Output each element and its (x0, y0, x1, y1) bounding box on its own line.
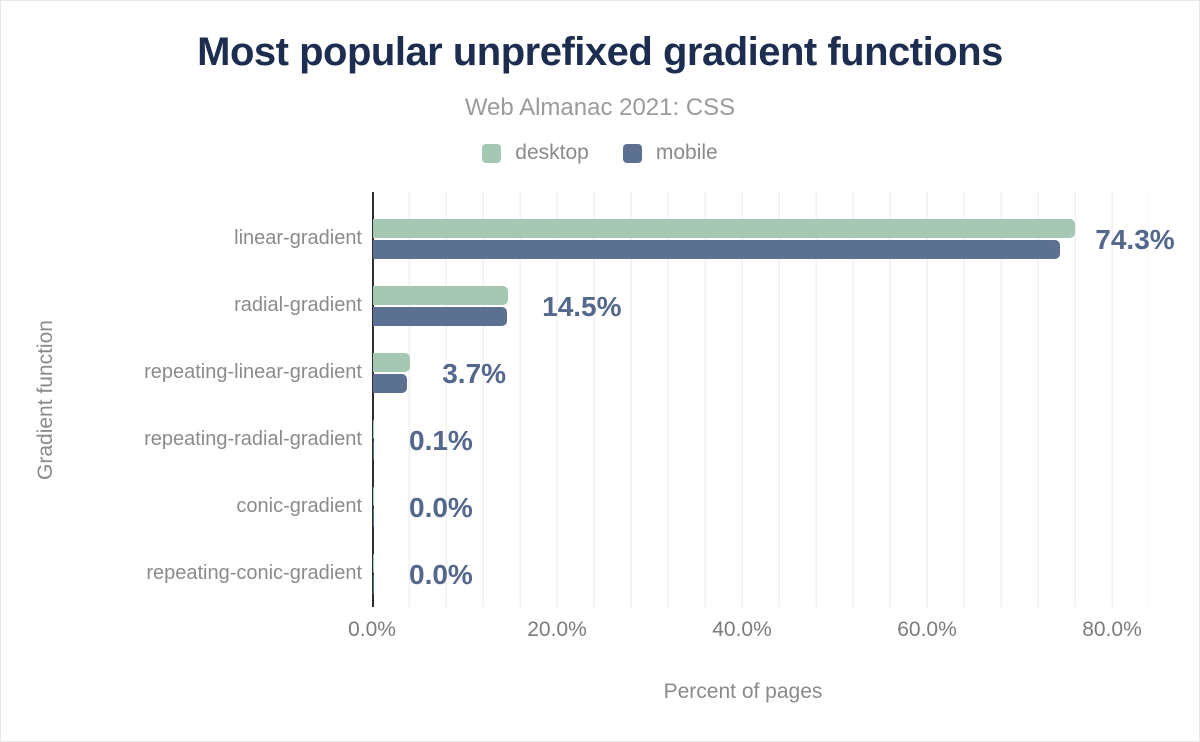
mobile-bar (373, 239, 1061, 259)
chart-row: linear-gradient 74.3% (0, 205, 1200, 272)
x-tick-label: 80.0% (1082, 618, 1142, 641)
y-axis-line (372, 192, 374, 607)
x-axis-title: Percent of pages (663, 680, 823, 703)
mobile-bar (373, 440, 374, 460)
legend-label-mobile: mobile (655, 141, 718, 164)
chart-title: Most popular unprefixed gradient functio… (197, 30, 1003, 74)
category-label: repeating-conic-gradient (146, 562, 362, 584)
mobile-swatch-icon (622, 143, 642, 163)
x-tick-label: 0.0% (348, 618, 396, 641)
desktop-bar (373, 553, 374, 573)
chart-row: repeating-radial-gradient 0.1% (0, 406, 1200, 473)
x-tick-label: 40.0% (712, 618, 772, 641)
legend-item-mobile: mobile (622, 141, 718, 165)
value-label: 0.1% (409, 425, 473, 456)
category-label: repeating-radial-gradient (144, 428, 362, 450)
chart-row: repeating-conic-gradient 0.0% (0, 540, 1200, 607)
legend-label-desktop: desktop (515, 141, 589, 164)
mobile-bar (373, 306, 508, 326)
category-label: repeating-linear-gradient (144, 361, 362, 383)
category-label: linear-gradient (234, 227, 362, 249)
mobile-bar (373, 574, 374, 594)
desktop-bar (373, 419, 374, 439)
desktop-swatch-icon (482, 143, 502, 163)
value-label: 74.3% (1095, 224, 1175, 255)
desktop-bar (373, 352, 410, 372)
chart-row: radial-gradient 14.5% (0, 272, 1200, 339)
x-tick-label: 60.0% (897, 618, 957, 641)
chart-subtitle: Web Almanac 2021: CSS (464, 94, 736, 121)
chart-row: repeating-linear-gradient 3.7% (0, 339, 1200, 406)
desktop-bar (373, 218, 1076, 238)
x-tick-label: 20.0% (527, 618, 587, 641)
y-axis-title: Gradient function (34, 320, 57, 480)
legend: desktop mobile (0, 141, 1200, 165)
plot-gridlines (373, 192, 1149, 607)
legend-item-desktop: desktop (482, 141, 589, 165)
mobile-bar (373, 507, 374, 527)
value-label: 0.0% (409, 492, 473, 523)
mobile-bar (373, 373, 408, 393)
desktop-bar (373, 486, 374, 506)
value-label: 14.5% (542, 291, 622, 322)
value-label: 3.7% (442, 358, 507, 389)
category-label: radial-gradient (234, 294, 362, 316)
category-label: conic-gradient (236, 495, 362, 517)
desktop-bar (373, 285, 509, 305)
value-label: 0.0% (409, 559, 473, 590)
chart-row: conic-gradient 0.0% (0, 473, 1200, 540)
